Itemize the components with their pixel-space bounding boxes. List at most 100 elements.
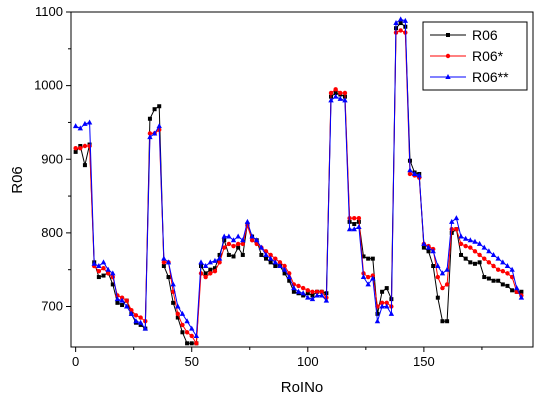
data-point — [370, 275, 376, 281]
data-point — [222, 245, 227, 250]
data-point — [309, 296, 316, 302]
data-point — [115, 300, 120, 305]
data-point — [510, 288, 515, 293]
data-point — [110, 282, 115, 287]
data-point — [138, 315, 143, 320]
data-point — [291, 285, 297, 291]
series-layer — [72, 16, 525, 346]
data-point — [505, 283, 510, 288]
data-point — [319, 292, 325, 298]
y-tick-label: 900 — [41, 151, 63, 166]
y-tick-label: 1100 — [35, 4, 63, 19]
data-point — [273, 264, 278, 269]
data-point — [435, 263, 441, 269]
data-point — [179, 310, 186, 316]
data-point — [361, 254, 366, 259]
data-point — [198, 271, 204, 276]
data-point — [152, 107, 157, 112]
data-point — [351, 226, 357, 232]
data-point — [435, 274, 441, 280]
data-point — [77, 125, 83, 131]
data-point — [379, 303, 385, 309]
data-point — [231, 254, 236, 259]
data-point — [416, 172, 422, 178]
data-point — [133, 313, 139, 318]
data-point — [184, 318, 190, 324]
data-point — [235, 233, 241, 239]
data-point — [235, 241, 241, 247]
data-point — [500, 268, 506, 274]
data-point — [236, 245, 241, 250]
data-point — [207, 259, 213, 265]
data-point — [440, 285, 445, 291]
data-point — [82, 163, 87, 168]
data-point — [486, 248, 492, 254]
data-point — [166, 275, 171, 280]
x-tick-label: 50 — [184, 354, 198, 369]
data-point — [477, 252, 482, 258]
data-point — [263, 251, 269, 257]
data-point — [360, 274, 367, 280]
data-point — [458, 241, 464, 247]
data-point — [296, 283, 301, 289]
data-point — [142, 325, 148, 331]
x-tick-label: 100 — [297, 354, 319, 369]
data-point — [217, 252, 222, 257]
data-point — [444, 282, 450, 287]
data-point — [352, 215, 357, 221]
data-point — [249, 238, 255, 243]
data-point — [73, 146, 78, 151]
data-point — [128, 310, 135, 316]
data-point — [352, 222, 357, 227]
data-point — [397, 16, 404, 22]
data-point — [119, 297, 125, 303]
data-point — [189, 333, 194, 339]
data-point — [240, 252, 245, 257]
data-point — [509, 266, 515, 272]
y-tick-label: 800 — [41, 225, 63, 240]
data-point — [430, 248, 436, 254]
data-point — [212, 268, 218, 274]
data-point — [171, 300, 176, 305]
data-point — [439, 270, 446, 276]
data-point — [342, 90, 348, 96]
data-point — [259, 252, 264, 257]
data-point — [230, 237, 237, 243]
data-point — [425, 244, 432, 250]
data-point — [96, 275, 101, 280]
data-point — [72, 123, 79, 129]
data-point — [212, 266, 217, 271]
data-point — [161, 260, 167, 265]
data-point — [333, 90, 338, 95]
data-point — [337, 95, 344, 101]
data-point — [272, 259, 279, 265]
data-point — [216, 255, 223, 261]
data-point — [310, 289, 315, 294]
data-point — [384, 286, 389, 291]
data-point — [184, 330, 190, 335]
data-point — [384, 303, 390, 309]
data-point — [240, 241, 245, 247]
data-point — [495, 267, 501, 272]
data-point — [87, 143, 92, 149]
data-point — [286, 274, 292, 280]
data-point — [226, 233, 232, 239]
data-point — [328, 90, 334, 96]
data-point — [379, 300, 385, 306]
data-point — [180, 330, 185, 335]
data-point — [221, 233, 227, 239]
data-point — [73, 149, 78, 154]
data-point — [305, 288, 311, 293]
data-point — [490, 251, 497, 257]
data-point — [393, 20, 399, 26]
data-point — [258, 244, 265, 250]
data-point — [491, 278, 496, 283]
data-point — [185, 341, 190, 346]
data-point — [463, 256, 468, 261]
data-point — [208, 267, 213, 272]
data-point — [504, 263, 511, 269]
data-point — [161, 264, 166, 269]
data-point — [133, 318, 139, 324]
data-point — [380, 289, 385, 294]
data-point — [505, 271, 510, 276]
